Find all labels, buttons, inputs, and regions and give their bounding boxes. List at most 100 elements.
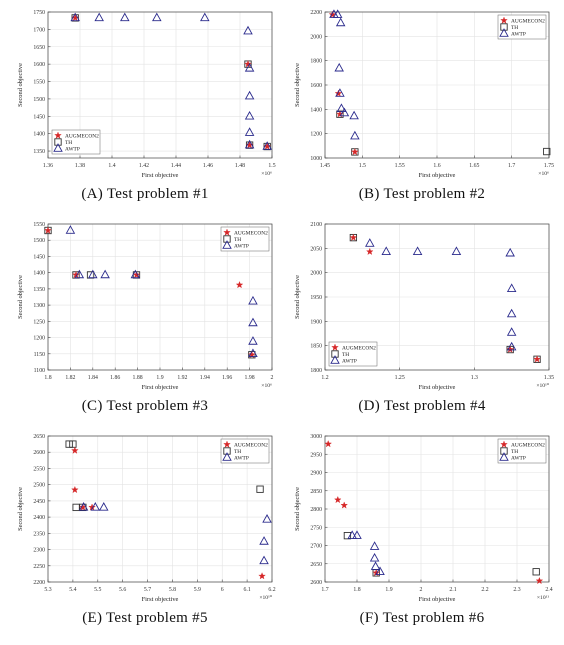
point-awtp-marker [336, 103, 347, 112]
legend-entry-label: TH [234, 237, 241, 243]
point-awtp-marker [100, 269, 110, 279]
point-augmecon2-marker [506, 345, 514, 353]
point-awtp-marker [262, 141, 272, 150]
legend-entry-label: TH [511, 25, 518, 31]
point-awtp-marker [505, 247, 515, 257]
x-tick-label: 2 [271, 375, 274, 381]
point-augmecon2-marker [349, 233, 358, 241]
y-tick-label: 2000 [310, 34, 322, 40]
legend-augmecon2-marker [223, 440, 231, 448]
x-axis-exponent: ×10⁶ [538, 171, 549, 177]
legend-box [328, 341, 378, 367]
axes-box [47, 11, 273, 159]
y-tick-label: 2800 [310, 507, 322, 513]
x-tick-label: 5.6 [119, 587, 126, 593]
y-axis-label: Second objective [17, 63, 24, 107]
y-axis-label: Second objective [294, 487, 301, 531]
legend-th-marker [331, 350, 339, 358]
x-tick-label: 1.25 [395, 375, 405, 381]
chart-panel-2: 1.45 1.5 1.55 1.6 1.65 1.7 1.75 1000 1200 1400 160… [287, 0, 557, 212]
point-awtp-marker [120, 12, 130, 22]
x-axis-exponent: ×10⁶ [261, 171, 272, 177]
legend-awtp-marker [499, 452, 509, 461]
y-tick-label: 1500 [33, 97, 45, 103]
scatter-chart-1: 1.36 1.38 1.4 1.42 1.44 1.46 1.48 1.5 1350 1400 14… [17, 10, 276, 179]
x-tick-label: 1.8 [353, 587, 360, 593]
x-tick-label: 1.2 [321, 375, 328, 381]
x-tick-label: 5.3 [44, 587, 51, 593]
point-awtp-marker [506, 308, 517, 318]
x-axis-exponent: ×10¹⁰ [259, 594, 272, 601]
point-th-marker [256, 485, 264, 493]
y-axis-label: Second objective [17, 487, 24, 531]
y-tick-label: 2450 [33, 499, 45, 505]
y-axis-label: Second objective [294, 63, 301, 107]
x-tick-label: 2.4 [545, 587, 552, 593]
point-awtp-marker [259, 555, 269, 565]
point-augmecon2-marker [132, 270, 141, 279]
y-tick-label: 2050 [310, 246, 322, 252]
chart-caption: (B) Test problem #2 [358, 186, 486, 202]
x-tick-label: 1.98 [245, 375, 255, 381]
x-tick-label: 1.55 [395, 163, 405, 169]
point-awtp-marker [88, 269, 98, 279]
legend-th-marker [54, 138, 62, 146]
point-augmecon2-marker [366, 247, 374, 255]
y-tick-label: 2650 [33, 434, 45, 440]
legend-box [51, 129, 101, 155]
x-tick-label: 1.42 [139, 163, 149, 169]
x-tick-label: 6 [221, 587, 224, 593]
point-awtp-marker [244, 139, 255, 149]
legend-entry-label: TH [234, 449, 241, 455]
y-tick-label: 2400 [33, 515, 45, 521]
point-awtp-marker [248, 348, 258, 358]
y-tick-label: 2600 [310, 580, 322, 586]
legend-awtp-marker [499, 28, 509, 37]
x-tick-label: 5.9 [194, 587, 201, 593]
point-awtp-marker [70, 12, 80, 22]
x-tick-label: 1.88 [133, 375, 143, 381]
x-tick-label: 5.8 [169, 587, 176, 593]
x-tick-label: 2 [420, 587, 423, 593]
point-augmecon2-marker [533, 355, 541, 363]
x-axis-exponent: ×10¹¹ [537, 595, 549, 601]
point-augmecon2-marker [258, 572, 266, 580]
y-tick-label: 1400 [310, 107, 322, 113]
legend-awtp-marker [53, 143, 63, 152]
scatter-chart-3: 1.8 1.82 1.84 1.86 1.88 1.9 1.92 1.94 1.96 1.98 2 1… [17, 222, 274, 391]
legend-entry-label: AWTP [342, 359, 357, 365]
legend-entry-label: TH [511, 449, 518, 455]
y-tick-label: 1650 [33, 45, 45, 51]
x-tick-label: 1.92 [177, 375, 187, 381]
y-tick-label: 2600 [33, 450, 45, 456]
x-tick-label: 1.35 [544, 375, 554, 381]
scatter-chart-5: 5.3 5.4 5.5 5.6 5.7 5.8 5.9 6 6.1 6.2 2200 2250 2300… [17, 434, 276, 603]
y-tick-label: 2550 [33, 466, 45, 472]
y-axis-label: Second objective [17, 275, 24, 319]
legend-augmecon2-marker [500, 440, 508, 448]
chart-caption: (C) Test problem #3 [81, 398, 209, 414]
x-tick-label: 1.38 [75, 163, 85, 169]
x-tick-label: 1.5 [268, 163, 275, 169]
point-awtp-marker [248, 317, 258, 327]
x-tick-label: 6.2 [268, 587, 275, 593]
y-tick-label: 1750 [33, 10, 45, 16]
point-augmecon2-marker [334, 89, 343, 97]
x-axis-exponent: ×10¹⁰ [536, 382, 549, 389]
x-axis-label: First objective [142, 384, 179, 391]
y-tick-label: 1700 [33, 27, 45, 33]
x-tick-label: 6.1 [243, 587, 250, 593]
y-tick-label: 1500 [33, 238, 45, 244]
y-tick-label: 2200 [310, 10, 322, 16]
axes-box [324, 435, 550, 583]
legend-awtp-marker [222, 452, 232, 461]
legend-entry-label: AWTP [511, 32, 526, 38]
point-awtp-marker [347, 530, 357, 539]
point-awtp-marker [94, 12, 104, 22]
y-tick-label: 2900 [310, 471, 322, 477]
legend-th-marker [500, 23, 508, 31]
legend-entry-label: AWTP [234, 244, 249, 250]
y-tick-label: 1150 [34, 352, 45, 358]
